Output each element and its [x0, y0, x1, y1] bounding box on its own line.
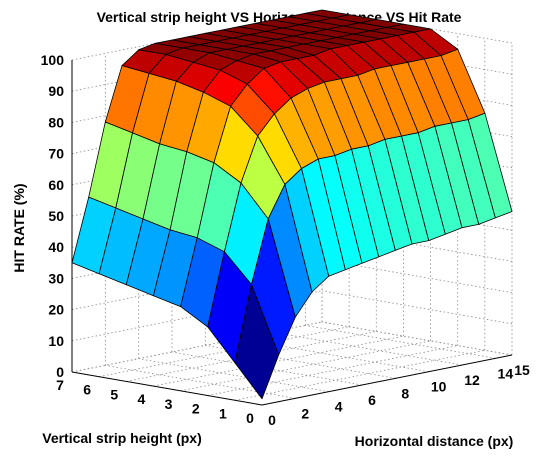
z-tick-label: 80: [48, 114, 64, 130]
z-tick-label: 60: [48, 177, 64, 193]
z-tick-label: 20: [48, 302, 64, 318]
x-tick-label: 8: [401, 385, 409, 401]
x-tick-label: 0: [268, 412, 276, 428]
x-tick-label: 2: [301, 405, 309, 421]
y-tick-label: 3: [165, 396, 173, 412]
y-tick-label: 0: [246, 410, 254, 426]
y-tick-label: 7: [56, 377, 64, 393]
y-tick-label: 5: [110, 386, 118, 402]
grid-line: [305, 324, 496, 359]
axis-line: [261, 354, 513, 406]
x-tick-label: 15: [514, 362, 530, 378]
grid-line: [99, 326, 350, 378]
grid-line: [207, 345, 458, 396]
x-tick-label: 12: [464, 372, 480, 388]
z-tick-label: 50: [48, 208, 64, 224]
z-tick-label: 0: [56, 364, 64, 380]
x-tick-label: 4: [335, 399, 343, 415]
z-tick-label: 30: [48, 270, 64, 286]
y-tick-label: 6: [83, 382, 91, 398]
x-tick-label: 10: [431, 379, 447, 395]
grid-line: [271, 331, 463, 366]
x-tick-label: 6: [368, 392, 376, 408]
z-tick-label: 70: [48, 146, 64, 162]
y-tick-label: 1: [219, 405, 227, 421]
surface-mesh: [71, 9, 513, 400]
grid-line: [153, 335, 404, 387]
axis-line: [71, 371, 263, 406]
z-axis-label: HIT RATE (%): [11, 183, 27, 272]
z-tick-label: 40: [48, 239, 64, 255]
y-axis-label: Vertical strip height (px): [42, 430, 201, 446]
x-axis-label: Horizontal distance (px): [355, 433, 514, 449]
x-tick-label: 14: [498, 365, 514, 381]
surface-patch: [234, 284, 280, 400]
z-tick-label: 10: [48, 333, 64, 349]
y-tick-label: 4: [138, 391, 146, 407]
grid-line: [234, 349, 485, 401]
grid-line: [321, 321, 513, 356]
y-tick-label: 2: [192, 401, 200, 417]
grid-line: [126, 331, 377, 382]
grid-line: [321, 290, 513, 325]
grid-line: [138, 358, 329, 393]
z-tick-label: 100: [41, 52, 65, 68]
grid-line: [180, 340, 431, 392]
z-tick-label: 90: [48, 83, 64, 99]
